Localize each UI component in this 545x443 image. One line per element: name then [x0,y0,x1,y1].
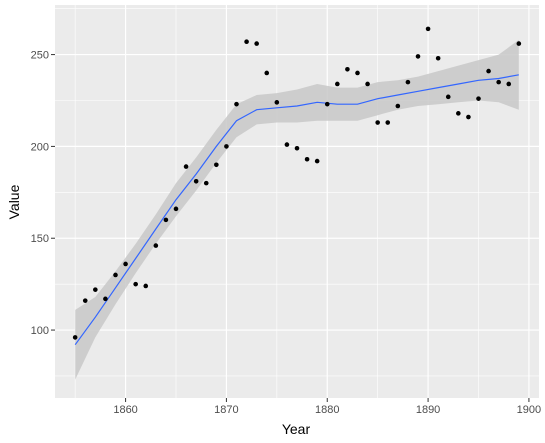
data-point [113,272,118,278]
data-point [264,70,270,76]
data-points [72,26,522,340]
data-point [516,41,522,46]
data-point [375,120,380,125]
data-point [133,281,138,287]
confidence-band [75,39,519,380]
data-point [506,81,512,87]
major-gridlines [55,5,539,398]
data-point [224,144,229,149]
smooth-trend-line [74,74,519,346]
x-tick-label: 1880 [315,404,339,416]
data-point [284,142,290,147]
data-point [425,26,431,32]
data-point [163,217,169,223]
data-point [365,81,370,87]
data-point [72,335,78,340]
x-tick-label: 1860 [113,404,137,416]
data-point [153,243,159,248]
data-point [173,206,179,212]
data-point [466,114,471,120]
data-point [395,103,401,109]
data-point [143,283,149,289]
data-point [183,164,189,169]
y-tick-label: 100 [31,325,49,337]
data-point [456,111,461,116]
data-point [103,296,108,302]
y-tick-label: 250 [31,50,49,62]
data-point [93,287,98,292]
data-point [405,79,411,85]
data-point [415,54,421,59]
x-tick-label: 1890 [416,404,440,416]
y-axis: 100 150 200 250 [31,50,55,337]
data-point [254,41,259,46]
data-point [314,158,320,164]
x-tick-label: 1900 [517,404,541,416]
data-point [335,81,340,87]
data-point [355,70,360,76]
data-point [82,298,88,303]
y-tick-label: 150 [31,233,49,245]
data-point [304,156,310,162]
data-point [214,162,219,168]
data-point [193,178,199,184]
data-point [294,145,300,151]
y-tick-label: 200 [31,141,49,153]
data-point [476,96,481,101]
data-point [486,68,491,74]
x-axis: 1860 1870 1880 1890 1900 [113,398,541,416]
data-point [496,79,501,85]
data-point [385,120,391,125]
data-point [445,94,451,100]
x-axis-title: Year [282,421,311,437]
data-point [244,39,249,45]
data-point [345,66,350,72]
data-point [274,100,280,105]
data-point [123,261,128,267]
data-point [203,180,209,186]
y-axis-title: Value [6,184,22,219]
x-tick-label: 1870 [214,404,238,416]
data-point [234,101,239,107]
data-point [435,55,441,61]
data-point [324,101,330,107]
